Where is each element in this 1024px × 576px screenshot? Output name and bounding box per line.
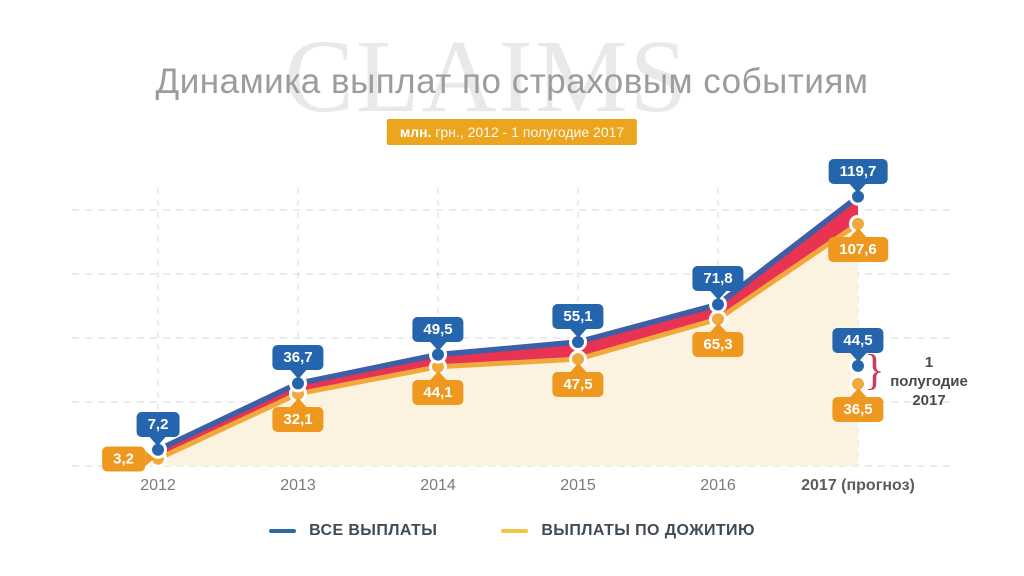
data-point-dot-blue: [149, 440, 167, 459]
series-area-fill: [158, 223, 858, 466]
watermark-text: CLAIMS: [284, 19, 690, 134]
legend-swatch: [269, 529, 297, 533]
chart-legend: ВСЕ ВЫПЛАТЫ ВЫПЛАТЫ ПО ДОЖИТИЮ: [0, 522, 1024, 540]
legend-swatch: [501, 529, 529, 533]
data-point-dot-yellow: [569, 350, 587, 369]
annotation-line1: 1 полугодие: [890, 354, 968, 390]
legend-label: ВЫПЛАТЫ ПО ДОЖИТИЮ: [541, 522, 755, 539]
legend-item-survival-payments: ВЫПЛАТЫ ПО ДОЖИТИЮ: [501, 522, 755, 540]
data-point-dot-blue: [569, 333, 587, 352]
data-point-dot-blue: [709, 295, 727, 314]
data-point-dot-blue: [429, 345, 447, 364]
data-point-dot-yellow: [849, 214, 867, 233]
subtitle-period: грн., 2012 - 1 полугодие 2017: [431, 124, 625, 140]
annotation-line2: 2017: [912, 392, 946, 409]
annotation-brace: }: [864, 347, 885, 394]
data-point-dot-blue: [289, 374, 307, 393]
data-point-dot-blue: [849, 187, 867, 206]
annotation-label: 1 полугодие 2017: [884, 353, 974, 410]
subtitle-unit: млн.: [399, 124, 432, 140]
page-title: Динамика выплат по страховым событиям: [155, 62, 869, 101]
legend-item-all-payments: ВСЕ ВЫПЛАТЫ: [269, 522, 437, 540]
legend-label: ВСЕ ВЫПЛАТЫ: [309, 522, 438, 539]
series-line-survival-payments: [155, 221, 861, 462]
subtitle-badge: млн. грн., 2012 - 1 полугодие 2017: [386, 119, 638, 145]
data-point-dot-yellow: [709, 310, 727, 329]
